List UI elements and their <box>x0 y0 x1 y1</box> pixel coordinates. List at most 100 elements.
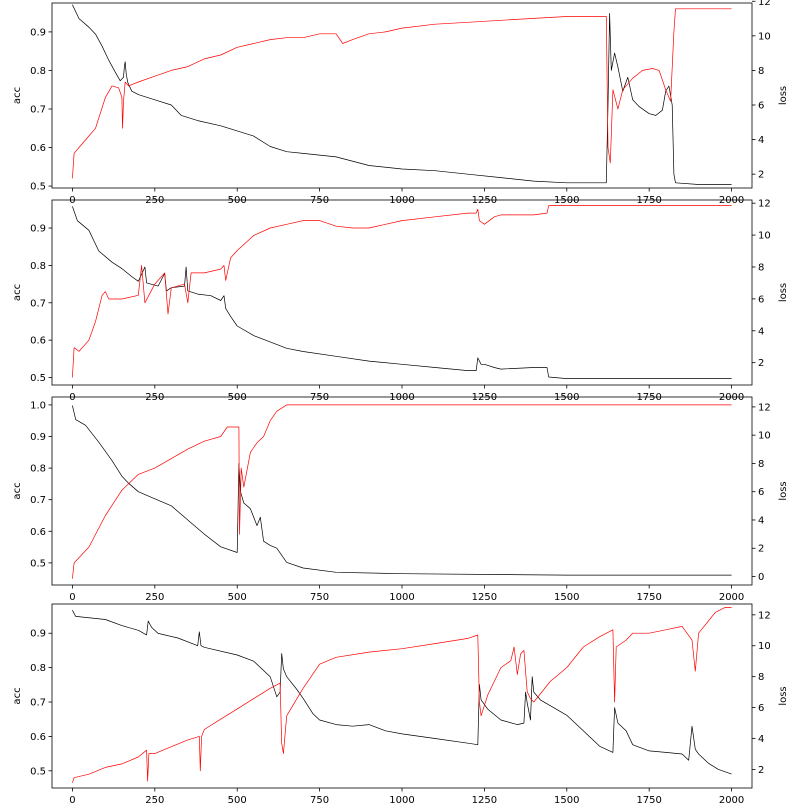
y-tick-label: 0.7 <box>30 298 46 309</box>
x-tick-label: 250 <box>145 592 164 603</box>
x-tick-label: 1000 <box>389 592 414 603</box>
y2-tick-label: 6 <box>758 101 764 112</box>
x-tick-label: 1500 <box>554 195 579 206</box>
y-tick-label: 0.9 <box>30 629 46 640</box>
x-tick-label: 2000 <box>719 195 744 206</box>
y2-tick-label: 2 <box>758 358 764 369</box>
x-tick-label: 1250 <box>472 592 497 603</box>
y-tick-label: 0.8 <box>30 464 46 475</box>
y2-tick-label: 2 <box>758 765 764 776</box>
x-tick-label: 1750 <box>636 195 661 206</box>
y2-tick-label: 0 <box>758 572 764 583</box>
loss-line <box>72 405 732 576</box>
x-tick-label: 500 <box>228 392 247 403</box>
x-tick-label: 1000 <box>389 392 414 403</box>
x-tick-label: 0 <box>69 392 75 403</box>
x-tick-label: 1250 <box>472 392 497 403</box>
y-axis-title: acc <box>12 284 23 301</box>
loss-line <box>72 206 732 379</box>
acc-line <box>72 607 732 783</box>
y2-tick-label: 4 <box>758 515 764 526</box>
x-tick-label: 250 <box>145 392 164 403</box>
y-tick-label: 0.9 <box>30 432 46 443</box>
y2-axis-title: loss <box>778 283 789 302</box>
axes-frame <box>51 603 753 789</box>
x-tick-label: 1000 <box>389 795 414 806</box>
y-tick-label: 0.9 <box>30 27 46 38</box>
x-tick-label: 250 <box>145 795 164 806</box>
y-tick-label: 0.8 <box>30 261 46 272</box>
y2-tick-label: 12 <box>758 402 771 413</box>
axes-frame <box>51 199 753 386</box>
loss-line <box>72 4 732 185</box>
y2-tick-label: 2 <box>758 170 764 181</box>
subplot-2: 0 250 500 750 1000 1250 1500 1750 2000 0.5 0.6 0.7 0… <box>12 199 789 403</box>
axes-frame <box>51 396 753 586</box>
x-tick-label: 750 <box>310 392 329 403</box>
x-tick-label: 1500 <box>554 392 579 403</box>
x-tick-label: 250 <box>145 195 164 206</box>
y-tick-label: 0.5 <box>30 182 46 193</box>
x-tick-label: 1250 <box>472 795 497 806</box>
x-tick-label: 1750 <box>636 392 661 403</box>
x-tick-label: 2000 <box>719 592 744 603</box>
y2-tick-label: 6 <box>758 294 764 305</box>
y-axis-title: acc <box>12 482 23 499</box>
y-tick-label: 0.6 <box>30 143 46 154</box>
y-tick-label: 0.7 <box>30 698 46 709</box>
x-tick-label: 500 <box>228 195 247 206</box>
y2-tick-label: 2 <box>758 544 764 555</box>
y2-tick-label: 12 <box>758 610 771 621</box>
x-tick-label: 1750 <box>636 592 661 603</box>
y-tick-label: 0.6 <box>30 732 46 743</box>
y2-tick-label: 6 <box>758 487 764 498</box>
y2-tick-label: 4 <box>758 326 764 337</box>
x-tick-label: 750 <box>310 795 329 806</box>
x-tick-label: 1500 <box>554 795 579 806</box>
y-tick-label: 0.5 <box>30 558 46 569</box>
y2-tick-label: 6 <box>758 703 764 714</box>
x-tick-label: 500 <box>228 592 247 603</box>
loss-line <box>72 610 732 775</box>
x-tick-label: 0 <box>69 195 75 206</box>
acc-line <box>72 205 732 378</box>
subplot-4: 0 250 500 750 1000 1250 1500 1750 2000 0.5 0.6 0.7 0… <box>12 603 789 806</box>
y-tick-label: 0.8 <box>30 663 46 674</box>
acc-line <box>72 8 732 179</box>
x-tick-label: 500 <box>228 795 247 806</box>
y-tick-label: 0.8 <box>30 66 46 77</box>
x-tick-label: 2000 <box>719 392 744 403</box>
x-tick-label: 1000 <box>389 195 414 206</box>
subplot-1: 0 250 500 750 1000 1250 1500 1750 2000 0.5 0.6 0.7 0… <box>12 0 789 206</box>
y2-tick-label: 10 <box>758 31 771 42</box>
y-tick-label: 0.7 <box>30 495 46 506</box>
y2-tick-label: 10 <box>758 431 771 442</box>
y2-tick-label: 10 <box>758 641 771 652</box>
y2-tick-label: 8 <box>758 66 764 77</box>
y-axis-title: acc <box>12 687 23 704</box>
x-tick-label: 1500 <box>554 592 579 603</box>
x-tick-label: 2000 <box>719 795 744 806</box>
y2-tick-label: 8 <box>758 672 764 683</box>
acc-line <box>72 404 732 579</box>
x-tick-label: 750 <box>310 592 329 603</box>
y2-tick-label: 10 <box>758 231 771 242</box>
y-tick-label: 0.5 <box>30 766 46 777</box>
x-tick-label: 0 <box>69 592 75 603</box>
y2-tick-label: 4 <box>758 734 764 745</box>
y2-axis-title: loss <box>778 686 789 705</box>
y-tick-label: 1.0 <box>30 400 46 411</box>
axes-frame <box>51 2 753 189</box>
y-tick-label: 0.6 <box>30 336 46 347</box>
x-tick-label: 0 <box>69 795 75 806</box>
y2-tick-label: 8 <box>758 459 764 470</box>
x-tick-label: 1750 <box>636 795 661 806</box>
y2-tick-label: 8 <box>758 262 764 273</box>
y2-axis-title: loss <box>778 86 789 105</box>
y2-tick-label: 12 <box>758 199 771 210</box>
y-tick-label: 0.5 <box>30 373 46 384</box>
y-axis-title: acc <box>12 87 23 104</box>
x-tick-label: 750 <box>310 195 329 206</box>
y-tick-label: 0.6 <box>30 527 46 538</box>
